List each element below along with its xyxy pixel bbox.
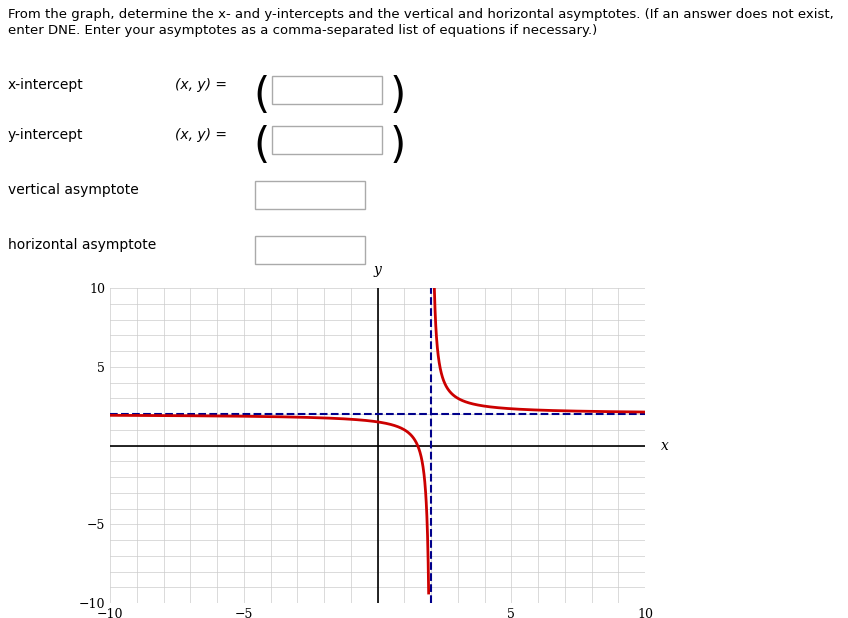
- Bar: [272, 76, 382, 104]
- Text: (x, y) =: (x, y) =: [175, 128, 227, 142]
- Text: vertical asymptote: vertical asymptote: [8, 183, 139, 197]
- Bar: [272, 126, 382, 154]
- Text: y: y: [374, 263, 382, 277]
- Text: ): ): [390, 75, 406, 117]
- Text: horizontal asymptote: horizontal asymptote: [8, 238, 156, 252]
- Text: y-intercept: y-intercept: [8, 128, 83, 142]
- Text: (: (: [253, 75, 270, 117]
- Text: From the graph, determine the x- and y-intercepts and the vertical and horizonta: From the graph, determine the x- and y-i…: [8, 8, 834, 21]
- Text: (: (: [253, 125, 270, 167]
- Text: ): ): [390, 125, 406, 167]
- Text: (x, y) =: (x, y) =: [175, 78, 227, 92]
- Bar: [255, 181, 365, 209]
- Bar: [255, 236, 365, 264]
- Text: x: x: [661, 439, 669, 452]
- Text: enter DNE. Enter your asymptotes as a comma-separated list of equations if neces: enter DNE. Enter your asymptotes as a co…: [8, 24, 597, 37]
- Text: x-intercept: x-intercept: [8, 78, 84, 92]
